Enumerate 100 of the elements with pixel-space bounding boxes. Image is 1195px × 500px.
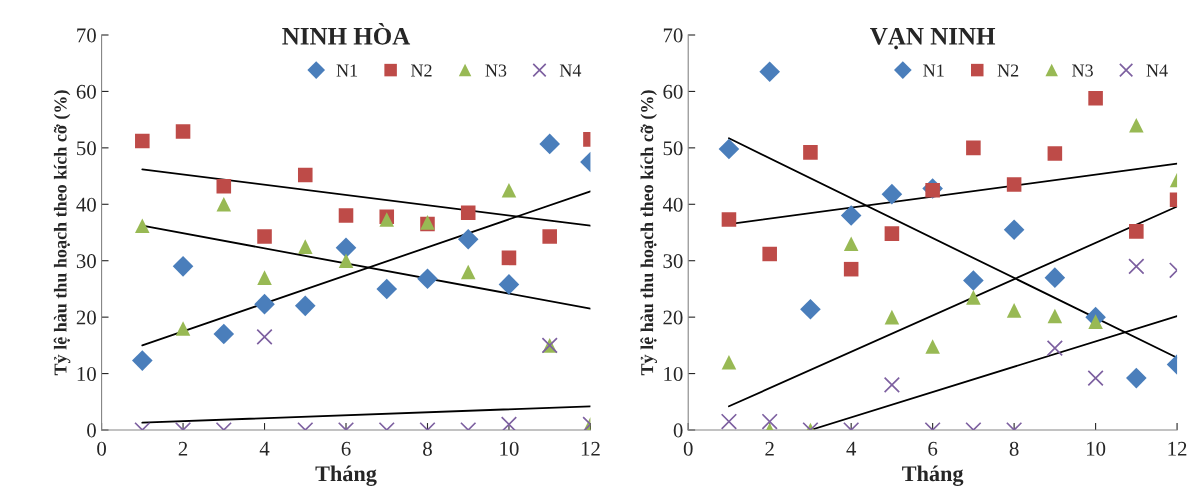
point (803, 145, 818, 160)
chart-title: VẠN NINH (870, 27, 996, 50)
point (338, 208, 354, 223)
point (175, 321, 191, 336)
point (843, 236, 859, 252)
point (762, 246, 777, 262)
point (216, 197, 232, 212)
point (720, 413, 738, 430)
point (338, 253, 354, 268)
x-tick-label: 0 (97, 441, 106, 456)
point (501, 182, 517, 198)
x-axis-title: Tháng (902, 465, 964, 486)
x-tick-label: 10 (500, 441, 519, 456)
point (840, 205, 862, 226)
legend-label: N4 (1146, 64, 1168, 77)
point (297, 167, 313, 183)
y-tick-label: 20 (663, 310, 683, 325)
point (1006, 177, 1022, 192)
point (172, 256, 194, 277)
point (721, 212, 737, 227)
legend-label: N4 (559, 64, 582, 77)
point (759, 61, 780, 82)
point (498, 274, 520, 295)
point (132, 350, 153, 371)
point (843, 261, 859, 277)
y-tick-label: 70 (663, 28, 683, 43)
point (254, 293, 275, 315)
point (417, 268, 438, 290)
point (294, 295, 316, 317)
y-tick-label: 0 (673, 423, 683, 438)
legend-label: N3 (485, 64, 507, 77)
point (761, 413, 778, 430)
legend-label: N2 (997, 64, 1019, 77)
point (1006, 303, 1022, 318)
point (966, 140, 981, 156)
y-tick-label: 50 (77, 141, 96, 156)
legend-label: N1 (923, 64, 944, 77)
x-tick-label: 6 (928, 441, 938, 456)
point (135, 218, 150, 234)
point (539, 133, 560, 155)
point (721, 355, 737, 370)
point (1044, 267, 1066, 288)
point (1003, 219, 1025, 240)
point (1087, 369, 1104, 387)
point (335, 237, 357, 259)
y-tick-label: 20 (76, 310, 96, 325)
point (460, 205, 476, 221)
x-tick-label: 8 (423, 441, 432, 456)
point (884, 226, 900, 241)
point (1128, 258, 1145, 275)
point (881, 183, 903, 205)
y-tick-label: 50 (663, 141, 683, 156)
x-tick-label: 4 (259, 441, 270, 456)
point (457, 228, 479, 250)
point (216, 178, 232, 194)
y-tick-label: 40 (76, 197, 96, 212)
y-tick-label: 30 (663, 254, 683, 269)
x-tick-label: 12 (1168, 441, 1187, 456)
y-axis-title: Tỷ lệ hàu thu hoạch theo kích cỡ (%) (640, 90, 657, 376)
y-tick-label: 10 (77, 366, 96, 381)
x-tick-label: 2 (765, 441, 774, 456)
point (1047, 308, 1063, 324)
x-tick-label: 10 (1087, 441, 1106, 456)
point (460, 264, 476, 280)
x-tick-label: 8 (1009, 441, 1019, 456)
point (1088, 90, 1103, 106)
legend-label: N2 (411, 64, 432, 77)
x-axis-title: Tháng (315, 465, 377, 486)
x-tick-label: 0 (683, 441, 693, 456)
x-tick-label: 12 (581, 441, 600, 456)
point (135, 133, 150, 149)
point (1129, 224, 1144, 239)
point (501, 250, 517, 266)
point (500, 416, 518, 430)
point (925, 339, 940, 354)
point (718, 138, 740, 160)
y-tick-label: 10 (664, 366, 683, 381)
y-axis-title: Tỷ lệ hàu thu hoạch theo kích cỡ (%) (53, 90, 71, 376)
point (175, 124, 191, 139)
point (800, 298, 821, 320)
point (1126, 367, 1147, 389)
point (297, 239, 313, 254)
legend-label: N1 (336, 64, 358, 77)
y-tick-label: 60 (663, 84, 683, 99)
x-tick-label: 2 (178, 441, 188, 456)
point (883, 376, 901, 393)
y-tick-label: 40 (662, 197, 683, 212)
y-tick-label: 60 (76, 84, 96, 99)
point (542, 229, 557, 244)
point (884, 309, 900, 325)
chart-title: NINH HÒA (282, 23, 411, 45)
point (376, 278, 398, 300)
point (256, 328, 273, 346)
point (966, 290, 981, 305)
point (963, 270, 984, 291)
x-tick-label: 6 (341, 441, 351, 456)
x-tick-label: 4 (846, 441, 857, 456)
y-tick-label: 30 (76, 254, 96, 269)
point (1046, 340, 1063, 357)
point (1047, 146, 1063, 161)
